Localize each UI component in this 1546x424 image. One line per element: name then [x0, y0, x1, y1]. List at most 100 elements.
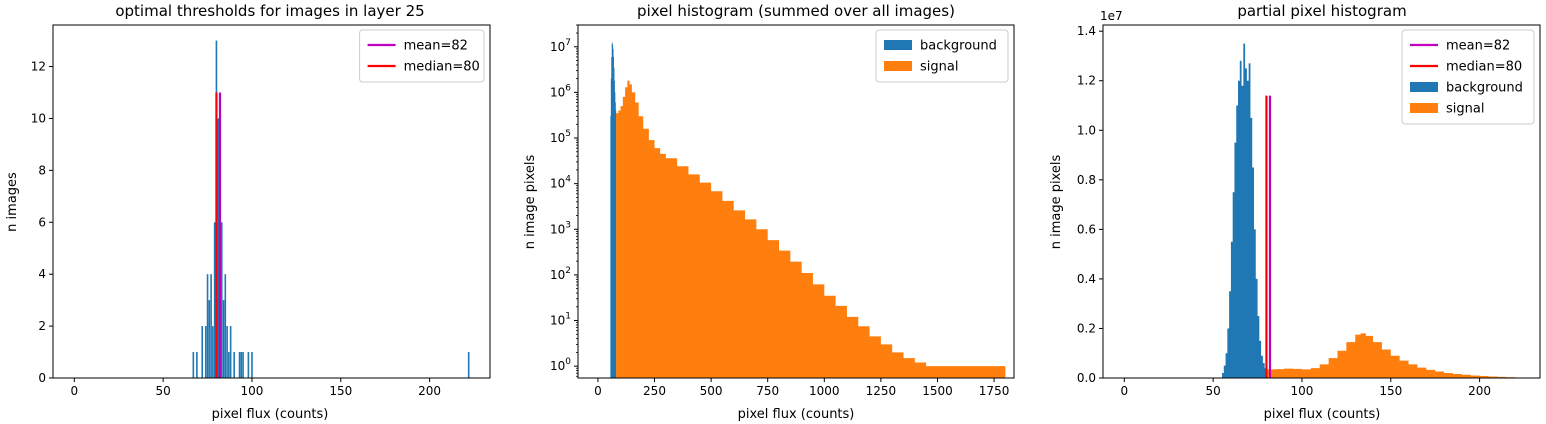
y-tick-label: 101 — [550, 312, 571, 328]
x-tick-label: 1000 — [809, 384, 840, 398]
y-tick-label: 0.0 — [1077, 371, 1096, 385]
histogram-series-background — [1222, 43, 1267, 378]
bar — [201, 326, 204, 378]
bar — [238, 352, 241, 378]
bar — [224, 274, 227, 378]
x-tick-label: 50 — [1205, 384, 1220, 398]
y-tick-label: 102 — [550, 266, 571, 282]
y-tick-label: 0.2 — [1077, 321, 1096, 335]
x-tick-label: 50 — [155, 384, 170, 398]
y-tick-label: 104 — [550, 175, 571, 191]
bar — [226, 326, 228, 378]
y-tick-label: 6 — [38, 215, 46, 229]
legend-label: background — [1446, 81, 1523, 96]
y-tick-label: 12 — [31, 60, 46, 74]
legend-label: median=80 — [404, 60, 480, 75]
plot-area — [610, 42, 1006, 379]
threshold-histogram-panel: optimal thresholds for images in layer 2… — [5, 2, 491, 422]
legend: mean=82 median=80 — [359, 29, 485, 83]
y-tick-label: 1.2 — [1077, 74, 1096, 88]
legend-patch-swatch — [1410, 82, 1438, 92]
x-tick-label: 0 — [594, 384, 602, 398]
legend-box — [359, 29, 485, 83]
bar — [240, 352, 243, 378]
bar — [213, 222, 216, 378]
y-tick-label: 10 — [31, 111, 46, 125]
legend: mean=82 median=80 background signal — [1401, 29, 1535, 125]
bar — [204, 326, 207, 378]
legend-patch-swatch — [1410, 103, 1438, 113]
bar — [206, 274, 209, 378]
legend-patch-swatch — [884, 61, 912, 71]
legend: background signal — [875, 29, 1009, 83]
x-tick-label: 1500 — [922, 384, 953, 398]
x-tick-label: 750 — [756, 384, 779, 398]
y-tick-label: 4 — [38, 267, 46, 281]
x-tick-label: 1250 — [866, 384, 897, 398]
x-tick-label: 150 — [329, 384, 352, 398]
y-axis-label: n image pixels — [1049, 155, 1064, 250]
histogram-series-background — [610, 42, 617, 378]
legend-label: mean=82 — [404, 39, 468, 54]
bar — [220, 222, 223, 378]
y-axis-label: n images — [5, 172, 20, 232]
y-offset-label: 1e7 — [1100, 9, 1123, 23]
pixel-histogram-panel: pixel histogram (summed over all images)… — [523, 2, 1015, 422]
chart-title: pixel histogram (summed over all images) — [637, 2, 955, 20]
x-tick-label: 100 — [1291, 384, 1314, 398]
bar — [242, 352, 244, 378]
bar — [208, 300, 211, 378]
legend-label: signal — [920, 60, 958, 75]
x-tick-label: 200 — [1468, 384, 1491, 398]
bar — [196, 352, 198, 378]
y-tick-label: 0.4 — [1077, 272, 1096, 286]
x-axis-label: pixel flux (counts) — [212, 407, 329, 422]
legend-label: background — [920, 39, 997, 54]
partial-histogram-panel: partial pixel histogram pixel flux (coun… — [1049, 2, 1541, 422]
y-tick-label: 106 — [550, 83, 571, 99]
bar — [467, 352, 470, 378]
bar — [222, 300, 225, 378]
bar — [251, 352, 253, 378]
histogram-series-signal — [616, 80, 1006, 379]
axes-frame — [52, 24, 491, 379]
x-tick-label: 0 — [70, 384, 78, 398]
legend-patch-swatch — [884, 40, 912, 50]
y-tick-label: 103 — [550, 220, 571, 236]
y-tick-label: 0.6 — [1077, 222, 1096, 236]
bar — [217, 118, 220, 379]
x-tick-label: 250 — [643, 384, 666, 398]
y-tick-label: 1.4 — [1077, 24, 1096, 38]
x-tick-label: 0 — [1120, 384, 1128, 398]
y-tick-label: 0 — [38, 371, 46, 385]
bar — [247, 352, 250, 378]
y-tick-label: 107 — [550, 38, 571, 54]
bar — [229, 326, 232, 378]
y-tick-label: 100 — [550, 357, 571, 373]
y-tick-label: 105 — [550, 129, 571, 145]
legend-label: signal — [1446, 102, 1484, 117]
x-axis-label: pixel flux (counts) — [738, 407, 855, 422]
plot-area — [192, 40, 470, 379]
chart-title: partial pixel histogram — [1237, 2, 1406, 20]
y-tick-label: 0.8 — [1077, 173, 1096, 187]
y-axis-label: n image pixels — [523, 155, 538, 250]
bar — [192, 352, 195, 378]
chart-title: optimal thresholds for images in layer 2… — [115, 2, 424, 20]
y-tick-label: 1.0 — [1077, 123, 1096, 137]
bar — [233, 352, 235, 378]
y-tick-label: 2 — [38, 319, 46, 333]
legend-label: median=80 — [1446, 60, 1522, 75]
x-tick-label: 200 — [418, 384, 441, 398]
x-tick-label: 500 — [700, 384, 723, 398]
x-tick-label: 100 — [241, 384, 264, 398]
legend-box — [1401, 29, 1535, 125]
bar — [228, 352, 230, 378]
y-tick-label: 8 — [38, 163, 46, 177]
plot-area — [1222, 43, 1525, 378]
x-tick-label: 1750 — [979, 384, 1010, 398]
x-tick-label: 150 — [1379, 384, 1402, 398]
histogram-series-signal — [1266, 333, 1525, 378]
legend-label: mean=82 — [1446, 39, 1510, 54]
